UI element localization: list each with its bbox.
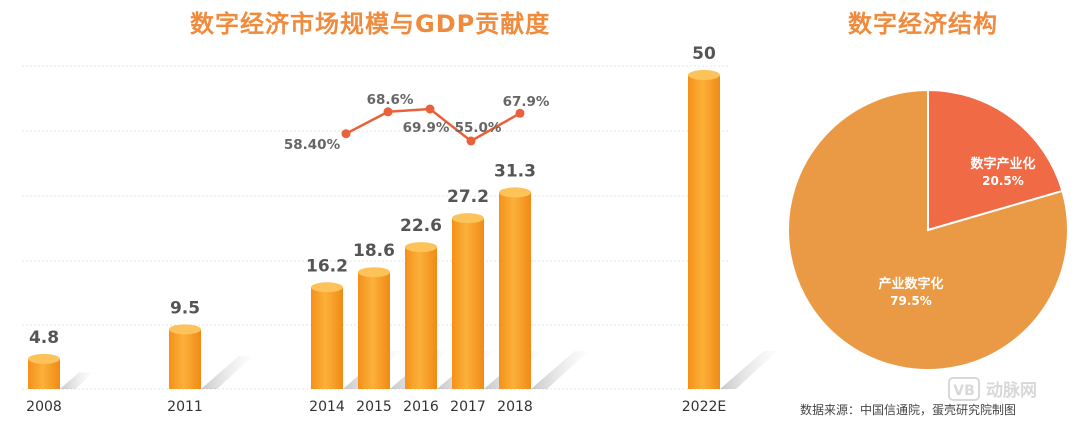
gdp-line-point [341, 129, 351, 139]
bar-2017 [452, 218, 484, 389]
pie-slice-value: 79.5% [890, 294, 932, 308]
bar-value-label: 31.3 [494, 161, 536, 181]
pie-slice-2 [787, 88, 1069, 371]
watermark-text: 动脉网 [986, 380, 1037, 401]
bar-2008 [28, 358, 60, 389]
pie-slice-1 [927, 88, 1064, 232]
pie-chart: 数字产业化 20.5% 产业数字化 79.5% [787, 88, 1069, 371]
bar-top-2014 [311, 282, 343, 293]
bars: 4.8 2008 9.5 2011 16.2 2014 18.6 2015 22.6 2016 27… [26, 44, 726, 415]
bar-top-2022E [688, 70, 720, 80]
bar-value-label: 50 [692, 44, 716, 64]
x-tick-label: 2018 [497, 399, 533, 415]
bar-2016 [405, 247, 437, 389]
bar-value-label: 16.2 [306, 256, 348, 276]
bar-chart-title: 数字经济市场规模与GDP贡献度 [190, 10, 551, 38]
bar-top-2018 [499, 187, 531, 198]
bar-shadow [201, 356, 253, 389]
bar-2011 [169, 329, 201, 389]
pie-slice-label: 产业数字化 [878, 276, 943, 292]
bar-top-2016 [405, 242, 437, 253]
data-source-note: 数据来源：中国信通院，蛋壳研究院制图 [800, 403, 1017, 417]
bar-value-label: 22.6 [400, 216, 442, 236]
gdp-line-label: 55.0% [455, 120, 502, 136]
gdp-line-label: 68.6% [367, 92, 414, 108]
bar-shadow [531, 351, 589, 389]
bar-top-2015 [358, 267, 390, 278]
gdp-contribution-line: 58.40% 68.6% 69.9% 55.0%67.9% [284, 92, 550, 153]
bar-top-2011 [169, 324, 201, 335]
watermark-logo: VB 动脉网 [948, 377, 1037, 401]
bar-value-label: 18.6 [353, 241, 395, 261]
pie-slice-value: 20.5% [982, 174, 1024, 188]
gdp-line-point [515, 108, 525, 118]
bar-value-label: 9.5 [170, 298, 200, 318]
pie-slice-label: 数字产业化 [970, 156, 1035, 172]
pie-chart-title: 数字经济结构 [848, 10, 998, 38]
gdp-line-label: 58.40% [284, 137, 341, 153]
bar-top-2008 [28, 353, 60, 364]
bar-top-2017 [452, 213, 484, 224]
bar-2018 [499, 192, 531, 389]
x-tick-label: 2016 [403, 399, 439, 415]
gdp-line-point [425, 104, 435, 114]
x-tick-label: 2008 [26, 399, 62, 415]
gdp-line-label: 69.9% [403, 120, 450, 136]
bar-value-label: 4.8 [29, 328, 59, 348]
x-tick-label: 2014 [309, 399, 345, 415]
watermark-logo-mark: VB [953, 383, 975, 399]
bar-2015 [358, 272, 390, 389]
bar-value-label: 27.2 [447, 187, 489, 207]
x-tick-label: 2022E [682, 399, 726, 415]
bar-2014 [311, 287, 343, 389]
x-tick-label: 2017 [450, 399, 486, 415]
x-tick-label: 2011 [167, 399, 203, 415]
bar-shadow [60, 372, 94, 389]
bar-shadow [720, 351, 778, 389]
bar-2022E [688, 75, 720, 389]
gdp-line-point [466, 136, 476, 146]
gdp-line-point [383, 107, 393, 117]
x-tick-label: 2015 [356, 399, 392, 415]
gdp-line-label: 67.9% [503, 94, 550, 110]
